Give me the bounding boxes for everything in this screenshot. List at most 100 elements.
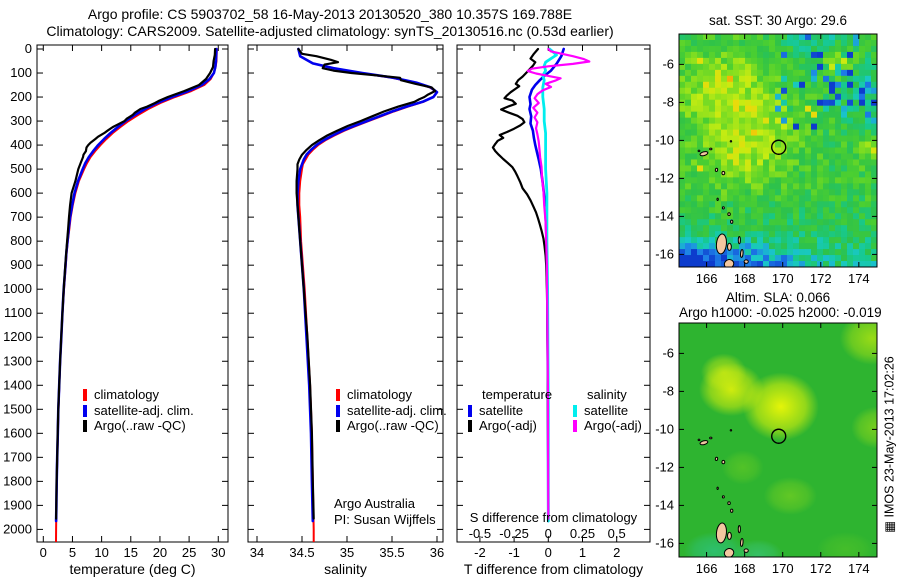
pi-annotation: Argo Australia PI: Susan Wijffels [334,496,436,527]
imos-timestamp-watermark: ▦ IMOS 23-May-2013 17:02:26 [882,325,897,565]
legend-item: satellite [573,403,642,419]
svg-text:300: 300 [10,113,32,128]
argo-line-swatch [83,420,87,432]
island [714,167,719,172]
salinity-axis-label: salinity [324,561,367,577]
svg-text:500: 500 [10,161,32,176]
svg-text:200: 200 [10,89,32,104]
svg-text:168: 168 [734,561,756,576]
svg-text:170: 170 [772,271,794,286]
legend-item: climatology [83,387,194,403]
svg-text:1400: 1400 [3,377,32,392]
island [699,440,709,446]
island [709,436,713,440]
legend-item: Argo(-adj) [468,418,552,434]
argo-s-line-swatch [573,420,577,432]
svg-text:10: 10 [94,545,108,560]
legend-item: satellite-adj. clim. [336,403,447,419]
svg-text:35: 35 [340,545,354,560]
svg-text:-1: -1 [508,545,520,560]
svg-text:400: 400 [10,137,32,152]
svg-text:-6: -6 [662,56,674,71]
svg-text:1700: 1700 [3,449,32,464]
svg-text:172: 172 [810,561,832,576]
svg-text:170: 170 [772,561,794,576]
island [723,259,735,267]
temperature-plot-curve-satellite-adj-clim- [54,47,218,523]
salinity-plot-curve-climatology [297,48,438,542]
island [721,495,725,499]
svg-text:1100: 1100 [4,305,32,320]
legend-label: Argo(..raw -QC) [347,418,439,433]
temperature-plot-curve-argo-raw-qc- [54,47,217,520]
island [715,233,727,255]
svg-text:35.5: 35.5 [379,545,404,560]
sla-map-title-line1: Altim. SLA: 0.066 [725,290,831,305]
figure-title-line1: Argo profile: CS 5903702_58 16-May-2013 … [87,6,573,22]
legend-item: satellite-adj. clim. [83,403,194,419]
s-difference-tick-label: 0 [545,526,552,541]
svg-text:20: 20 [153,545,167,560]
svg-text:-10: -10 [655,421,674,436]
legend-label: climatology [94,387,160,402]
svg-text:2: 2 [613,545,620,560]
island [715,522,727,544]
legend-label: Argo(-adj) [479,418,537,433]
difference-plot-curves [491,47,591,523]
svg-text:15: 15 [124,545,138,560]
svg-text:1500: 1500 [3,401,32,416]
island [716,197,719,202]
svg-text:25: 25 [182,545,196,560]
island [721,459,726,465]
svg-text:166: 166 [696,271,718,286]
island [697,438,701,442]
satellite-s-line-swatch [573,404,577,417]
svg-text:100: 100 [10,65,32,80]
island [727,242,732,251]
island [729,140,733,143]
float-position-marker [771,139,787,155]
svg-text:700: 700 [10,209,32,224]
svg-text:600: 600 [10,185,32,200]
svg-text:34.5: 34.5 [289,545,314,560]
svg-text:166: 166 [696,561,718,576]
salinity-plot-curve-satellite-adj-clim- [296,47,439,523]
imos-logo-icon: ▦ [882,520,897,533]
float-position-marker [771,428,787,444]
argo-t-line-swatch [468,420,472,432]
svg-text:172: 172 [810,271,832,286]
legend-label: satellite-adj. clim. [347,402,447,418]
legend-item: Argo(..raw -QC) [336,418,447,434]
island [730,508,734,513]
svg-text:1000: 1000 [3,281,32,296]
svg-text:174: 174 [848,271,870,286]
legend-label: climatology [347,387,413,402]
s-difference-tick-label: 0.25 [570,526,595,541]
difference-plot-curve-t-argo-adj- [491,47,550,520]
temperature-plot-curves [54,47,218,542]
temperature-plot-axes: 0 5 10 15 20 25 300100200300400500600700800900… [3,41,229,560]
salinity-plot-axes: 34 34.5 35 35.5 36 [247,44,444,560]
temperature-legend: climatology satellite-adj. clim. Argo(..… [83,387,194,434]
svg-text:-14: -14 [655,208,674,223]
satellite-t-line-swatch [468,404,472,417]
svg-text:0: 0 [40,545,47,560]
svg-text:2000: 2000 [3,521,32,536]
s-difference-tick-label: -0.25 [499,526,529,541]
difference-plot-curve-s-argo-adj- [526,47,591,520]
svg-text:1: 1 [579,545,586,560]
svg-text:-16: -16 [655,535,674,550]
svg-text:900: 900 [10,257,32,272]
island [721,170,726,176]
island [737,236,741,245]
difference-legend-salinity: salinity satellite Argo(-adj) [573,387,642,434]
legend-label: Argo(-adj) [584,418,642,433]
svg-text:1900: 1900 [3,497,32,512]
sst-map [679,34,877,267]
sst-map-title: sat. SST: 30 Argo: 29.6 [708,13,848,28]
svg-text:-8: -8 [662,94,674,109]
legend-label: satellite [584,402,629,418]
satellite-adj-line-swatch [336,404,340,417]
